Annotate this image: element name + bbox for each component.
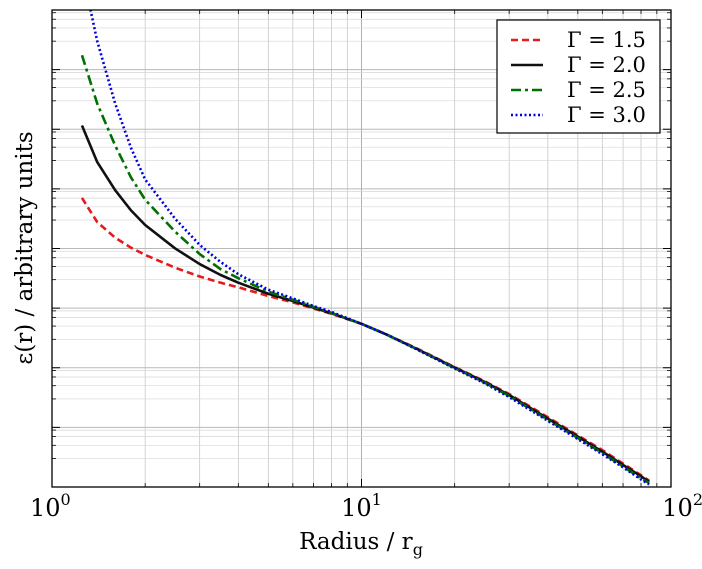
x-tick-label-base: 10 bbox=[662, 494, 693, 522]
x-tick-labels: 100 101 102 bbox=[30, 490, 702, 522]
x-tick-label-exponent: 2 bbox=[693, 490, 702, 509]
legend-label-3: Γ = 2.5 bbox=[567, 78, 646, 102]
x-tick-label-base: 10 bbox=[30, 494, 61, 522]
plot-area bbox=[80, 10, 650, 486]
x-tick-label-base: 10 bbox=[341, 494, 372, 522]
legend-label-2: Γ = 2.0 bbox=[567, 53, 646, 77]
x-axis-label-subscript: g bbox=[413, 540, 423, 559]
x-tick-label: 102 bbox=[662, 490, 702, 522]
y-axis-label: ε(r) / arbitrary units bbox=[12, 131, 38, 364]
legend-label-4: Γ = 3.0 bbox=[567, 103, 646, 127]
legend-label-1: Γ = 1.5 bbox=[567, 28, 646, 52]
x-tick-label-exponent: 1 bbox=[372, 490, 382, 509]
x-tick-label: 101 bbox=[341, 490, 382, 522]
x-axis-label: Radius / rg bbox=[299, 529, 423, 559]
series-line-3 bbox=[80, 54, 650, 485]
tick-marks bbox=[51, 9, 672, 488]
x-axis-label-main: Radius / r bbox=[299, 529, 413, 555]
x-tick-label-exponent: 0 bbox=[61, 490, 71, 509]
legend: Γ = 1.5Γ = 2.0Γ = 2.5Γ = 3.0 bbox=[496, 19, 661, 134]
x-tick-label: 100 bbox=[30, 490, 71, 522]
